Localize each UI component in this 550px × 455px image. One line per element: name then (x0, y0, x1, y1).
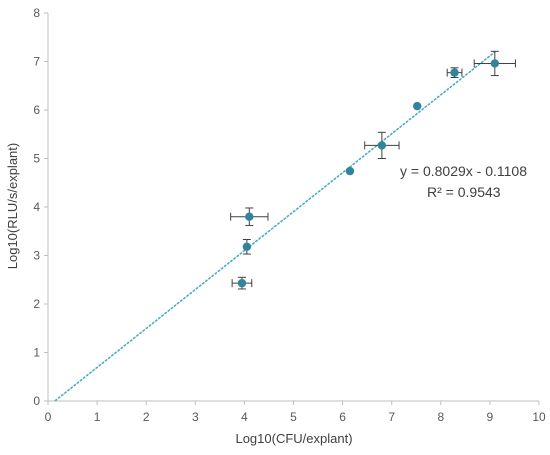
y-tick-label: 0 (33, 394, 40, 408)
trendline (54, 51, 496, 402)
x-tick-label: 5 (290, 410, 297, 424)
y-tick-label: 2 (33, 297, 40, 311)
data-point (450, 68, 459, 77)
labels-layer: y = 0.8029x - 0.1108 R² = 0.9543 Log10(C… (5, 143, 527, 446)
data-point (237, 278, 247, 288)
data-point (490, 59, 500, 68)
x-tick-label: 2 (143, 410, 150, 424)
y-axis-title: Log10(RLU/s/explant) (5, 143, 20, 269)
x-tick-label: 10 (532, 410, 546, 424)
y-tick-label: 5 (33, 152, 40, 166)
x-axis-title: Log10(CFU/explant) (235, 431, 352, 446)
x-tick-label: 7 (388, 410, 395, 424)
data-point (377, 141, 387, 150)
y-tick-label: 6 (33, 103, 40, 117)
x-tick-label: 3 (192, 410, 199, 424)
trendline-r-squared: R² = 0.9543 (427, 184, 501, 200)
data-point (242, 242, 252, 251)
x-tick-label: 0 (45, 410, 52, 424)
y-tick-label: 8 (33, 6, 40, 20)
trendline-layer (54, 51, 496, 402)
axes: 0 1 2 3 4 5 6 7 8 9 10 0 1 2 3 4 5 6 7 8 (33, 6, 546, 424)
y-tick-label: 1 (33, 346, 40, 360)
data-point (345, 166, 355, 176)
y-tick-label: 4 (33, 200, 40, 214)
x-tick-label: 1 (94, 410, 101, 424)
x-tick-label: 6 (339, 410, 346, 424)
trendline-equation: y = 0.8029x - 0.1108 (400, 163, 527, 179)
x-tick-label: 4 (241, 410, 248, 424)
x-tick-label: 8 (437, 410, 444, 424)
data-points-layer (237, 59, 500, 288)
y-tick-label: 3 (33, 249, 40, 263)
x-tick-label: 9 (487, 410, 494, 424)
y-tick-label: 7 (33, 55, 40, 69)
data-point (245, 212, 254, 221)
data-point (413, 101, 422, 111)
